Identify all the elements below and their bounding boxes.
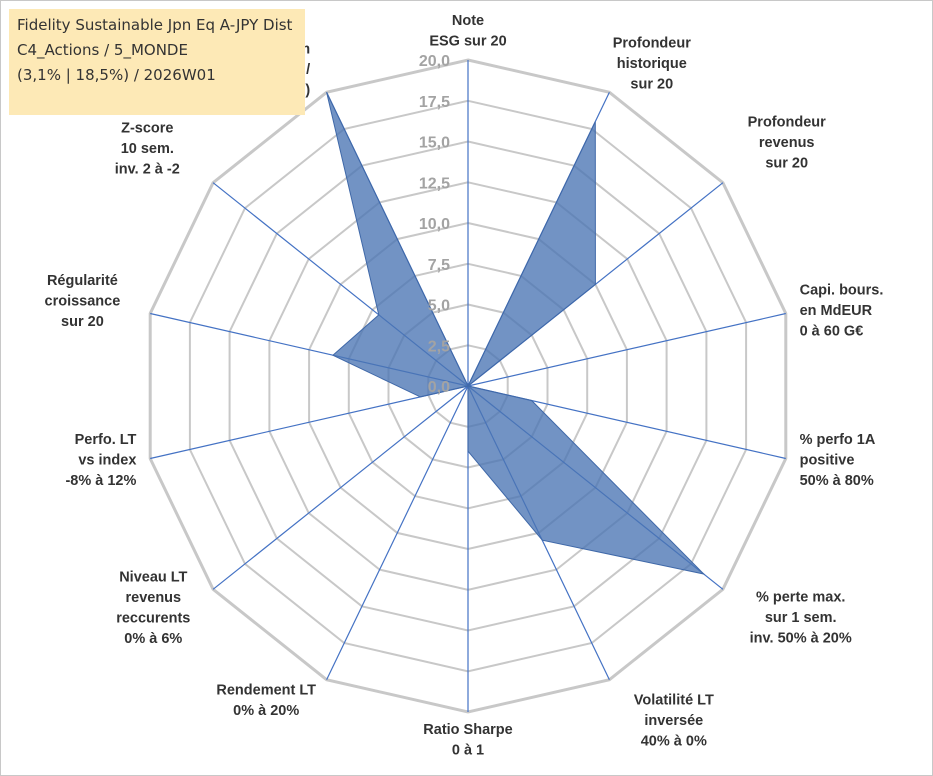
r-tick-label: 10,0: [419, 216, 450, 233]
radar-axis-label: Perfo. LT vs index -8% à 12%: [65, 432, 136, 489]
axis-label-line: % perte max.: [756, 590, 845, 606]
r-tick-label: 17,5: [419, 94, 450, 111]
radar-axis-label: Niveau LT revenus reccurents 0% à 6%: [116, 570, 190, 648]
r-tick-label: 2,5: [428, 338, 450, 355]
axis-label-line: 40% à 0%: [641, 734, 707, 750]
radar-axis-label: Profondeur revenus sur 20: [748, 115, 826, 172]
axis-label-line: 10 sem.: [121, 141, 174, 157]
axis-label-line: Profondeur: [613, 35, 691, 51]
axis-label-line: Régularité: [47, 273, 118, 289]
axis-label-line: Note: [452, 13, 484, 29]
radar-spoke: [150, 385, 469, 460]
axis-label-line: revenus: [759, 135, 815, 151]
fund-name: Fidelity Sustainable Jpn Eq A-JPY Dist: [17, 16, 293, 34]
radar-spoke: [212, 385, 469, 590]
r-tick-label: 12,5: [419, 175, 450, 192]
axis-label-line: croissance: [45, 294, 121, 310]
axis-label-line: sur 20: [630, 76, 673, 92]
axis-label-line: vs index: [78, 453, 136, 469]
axis-label-line: en MdEUR: [800, 303, 873, 319]
axis-label-line: ESG sur 20: [429, 34, 506, 50]
axis-label-line: 0% à 6%: [124, 631, 182, 647]
axis-label-line: 50% à 80%: [800, 473, 874, 489]
radar-axis-label: Profondeur historique sur 20: [613, 35, 691, 92]
radar-axis-label: Capi. bours. en MdEUR 0 à 60 G€: [800, 283, 884, 340]
fund-category: C4_Actions / 5_MONDE: [17, 41, 188, 59]
axis-label-line: inv. 2 à -2: [115, 162, 180, 178]
radar-axis-label: Note ESG sur 20: [429, 13, 506, 50]
axis-label-line: inv. 50% à 20%: [750, 631, 852, 647]
axis-label-line: sur 20: [61, 314, 104, 330]
axis-label-line: Capi. bours.: [800, 283, 884, 299]
data-series-area: [326, 92, 706, 575]
radar-axis-label: Ratio Sharpe 0 à 1: [423, 722, 512, 759]
axis-label-line: sur 1 sem.: [765, 610, 837, 626]
radar-axis-label: % perte max. sur 1 sem. inv. 50% à 20%: [750, 590, 852, 647]
axis-label-line: Perfo. LT: [75, 432, 137, 448]
axis-label-line: sur 20: [765, 156, 808, 172]
fund-stats: (3,1% | 18,5%) / 2026W01: [17, 66, 216, 84]
radar-axis-label: % perfo 1A positive 50% à 80%: [800, 432, 876, 489]
axis-label-line: Volatilité LT: [634, 693, 714, 709]
axis-label-line: inversée: [644, 713, 703, 729]
radar-axis-label: Régularité croissance sur 20: [45, 273, 121, 330]
r-tick-label: 7,5: [428, 257, 450, 274]
r-tick-label: 0,0: [428, 379, 450, 396]
axis-label-line: 0 à 60 G€: [800, 324, 864, 340]
axis-label-line: Ratio Sharpe: [423, 722, 512, 738]
axis-label-line: historique: [617, 56, 687, 72]
r-tick-label: 5,0: [428, 298, 450, 315]
fund-info-box: Fidelity Sustainable Jpn Eq A-JPY Dist C…: [9, 9, 305, 115]
radar-axis-label: Rendement LT 0% à 20%: [216, 683, 316, 720]
radar-axis-label: Z-score 10 sem. inv. 2 à -2: [115, 121, 180, 178]
axis-label-line: revenus: [125, 590, 181, 606]
axis-label-line: 0% à 20%: [233, 703, 299, 719]
axis-label-line: 0 à 1: [452, 743, 484, 759]
axis-label-line: Profondeur: [748, 115, 826, 131]
radar-spoke: [467, 312, 786, 387]
axis-label-line: Rendement LT: [216, 683, 316, 699]
radar-axis-label: Volatilité LT inversée 40% à 0%: [634, 693, 714, 750]
axis-label-line: % perfo 1A: [800, 432, 876, 448]
r-tick-label: 20,0: [419, 53, 450, 70]
axis-label-line: -8% à 12%: [65, 473, 136, 489]
axis-label-line: positive: [800, 453, 855, 469]
radar-spoke: [326, 385, 469, 680]
axis-label-line: reccurents: [116, 611, 190, 627]
axis-label-line: Z-score: [121, 121, 173, 137]
r-tick-label: 15,0: [419, 135, 450, 152]
axis-label-line: Niveau LT: [119, 570, 187, 586]
